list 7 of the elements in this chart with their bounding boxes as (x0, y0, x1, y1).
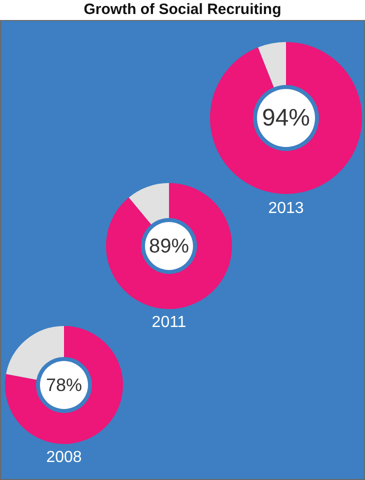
chart-title: Growth of Social Recruiting (82, 0, 282, 20)
data-label: 89% (148, 236, 190, 258)
text: 2013 (267, 200, 305, 218)
data-label: 94% (262, 104, 310, 132)
data-label: 78% (46, 374, 82, 395)
text: 2008 (45, 449, 83, 467)
text: 2011 (150, 314, 188, 332)
